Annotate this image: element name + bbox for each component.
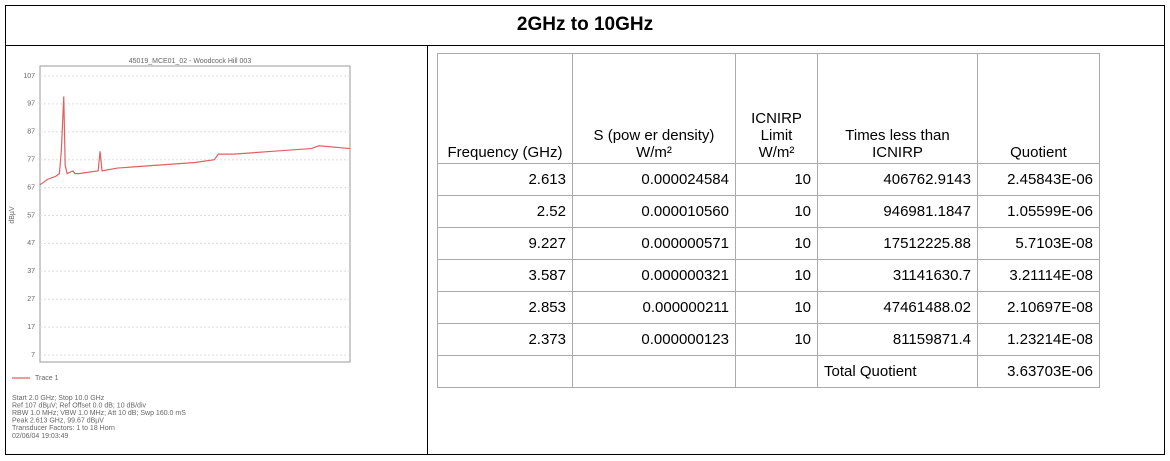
table-cell: 2.853 [437, 291, 573, 324]
y-tick-label: 47 [27, 240, 35, 247]
chart-note: Start 2.0 GHz; Stop 10.0 GHz [12, 395, 105, 402]
y-tick-label: 37 [27, 268, 35, 275]
table-cell: 0.000010560 [572, 195, 736, 228]
table-cell: 9.227 [437, 227, 573, 260]
plot-frame [39, 65, 351, 363]
chart-note: Peak 2.613 GHz, 99.67 dBµV [12, 418, 104, 425]
table-row: 2.613 0.000024584 10 406762.9143 2.45843E-06 [437, 163, 1100, 196]
y-tick-label: 87 [27, 129, 35, 136]
empty-cell [735, 355, 818, 388]
y-tick-label: 27 [27, 296, 35, 303]
table-cell: 2.373 [437, 323, 573, 356]
table-cell: 0.000000211 [572, 291, 736, 324]
table-row: 2.853 0.000000211 10 47461488.02 2.10697E-08 [437, 291, 1100, 324]
empty-cell [572, 355, 736, 388]
chart-note: RBW 1.0 MHz; VBW 1.0 MHz; Att 10 dB; Swp… [12, 410, 186, 417]
table-cell: 0.000000123 [572, 323, 736, 356]
table-cell: 3.587 [437, 259, 573, 292]
trace-line [39, 96, 351, 186]
total-value: 3.63703E-06 [977, 355, 1100, 388]
table-cell: 17512225.88 [817, 227, 978, 260]
table-cell: 2.45843E-06 [977, 163, 1100, 196]
table-cell: 10 [735, 195, 818, 228]
table-cell: 0.000000571 [572, 227, 736, 260]
header-cell: Times less than ICNIRP [817, 53, 978, 164]
chart-note: Ref 107 dBµV; Ref Offset 0.0 dB; 10 dB/d… [12, 402, 146, 409]
y-tick-label: 97 [27, 101, 35, 108]
total-row: Total Quotient 3.63703E-06 [437, 355, 1100, 388]
table-cell: 0.000024584 [572, 163, 736, 196]
table-cell: 0.000000321 [572, 259, 736, 292]
y-tick-label: 17 [27, 324, 35, 331]
table: Frequency (GHz) S (pow er density) W/m² IC… [437, 53, 1100, 388]
y-tick-label: 67 [27, 184, 35, 191]
table-cell: 2.10697E-08 [977, 291, 1100, 324]
header-cell: ICNIRP Limit W/m² [735, 53, 818, 164]
header-cell: S (pow er density) W/m² [572, 53, 736, 164]
y-label: dBµV [9, 206, 16, 224]
table-cell: 2.52 [437, 195, 573, 228]
chart-note: Transducer Factors: 1 to 18 Horn [12, 425, 115, 432]
chart: 45019_MCE01_02 - Woodcock Hill 003 dBµV … [9, 58, 351, 440]
y-tick-label: 107 [23, 73, 35, 80]
chart-title: 45019_MCE01_02 - Woodcock Hill 003 [129, 58, 252, 65]
frame [5, 5, 1165, 455]
divider [427, 46, 428, 454]
table-row: 3.587 0.000000321 10 31141630.7 3.21114E-08 [437, 259, 1100, 292]
table-row: 9.227 0.000000571 10 17512225.88 5.7103E-08 [437, 227, 1100, 260]
empty-cell [437, 355, 573, 388]
header-cell: Frequency (GHz) [437, 53, 573, 164]
header-cell: Quotient [977, 53, 1100, 164]
table-cell: 3.21114E-08 [977, 259, 1100, 292]
table-cell: 2.613 [437, 163, 573, 196]
table-cell: 946981.1847 [817, 195, 978, 228]
table-cell: 10 [735, 163, 818, 196]
table-cell: 31141630.7 [817, 259, 978, 292]
title: 2GHz to 10GHz [5, 5, 1165, 46]
total-label: Total Quotient [817, 355, 978, 388]
table-cell: 10 [735, 259, 818, 292]
header-row: Frequency (GHz) S (pow er density) W/m² IC… [437, 53, 1100, 164]
table-cell: 1.05599E-06 [977, 195, 1100, 228]
table-cell: 1.23214E-08 [977, 323, 1100, 356]
legend-label: Trace 1 [35, 375, 59, 382]
table-cell: 5.7103E-08 [977, 227, 1100, 260]
table-cell: 10 [735, 227, 818, 260]
table-cell: 406762.9143 [817, 163, 978, 196]
table-cell: 81159871.4 [817, 323, 978, 356]
table-cell: 10 [735, 291, 818, 324]
table-cell: 10 [735, 323, 818, 356]
table-cell: 47461488.02 [817, 291, 978, 324]
y-tick-label: 77 [27, 157, 35, 164]
y-tick-label: 57 [27, 212, 35, 219]
table-row: 2.373 0.000000123 10 81159871.4 1.23214E-08 [437, 323, 1100, 356]
table-row: 2.52 0.000010560 10 946981.1847 1.05599E-06 [437, 195, 1100, 228]
y-tick-label: 7 [31, 352, 35, 359]
chart-note: 02/06/04 19:03:49 [12, 433, 69, 440]
